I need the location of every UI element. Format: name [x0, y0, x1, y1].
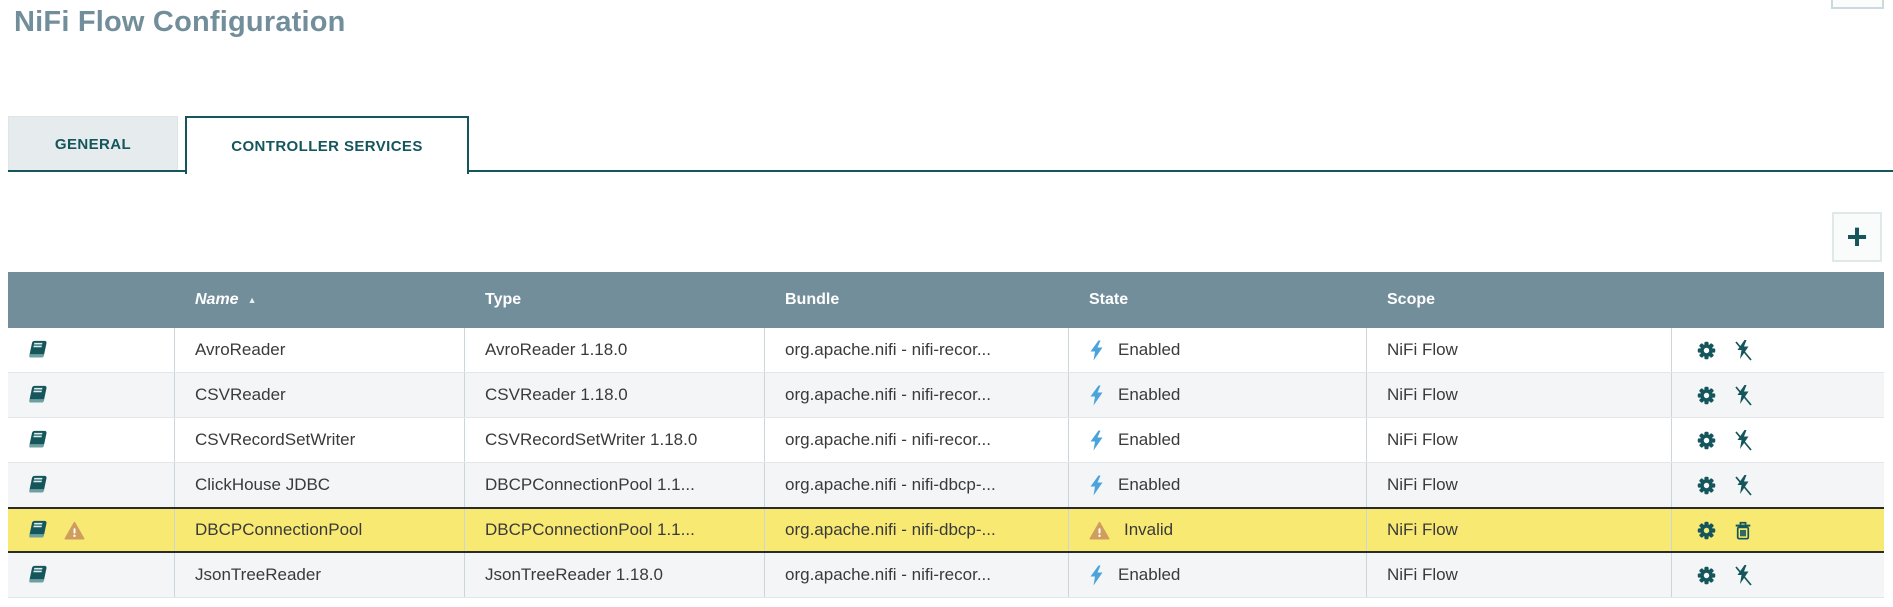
scope-label: NiFi Flow: [1367, 418, 1672, 462]
table-row[interactable]: AvroReader AvroReader 1.18.0 org.apache.…: [8, 328, 1884, 373]
corner-button-fragment[interactable]: [1831, 0, 1884, 9]
table-row[interactable]: JsonTreeReader JsonTreeReader 1.18.0 org…: [8, 553, 1884, 598]
gear-icon: [1696, 385, 1717, 406]
state-label: Enabled: [1118, 340, 1181, 359]
gear-icon: [1696, 475, 1717, 496]
disable-button[interactable]: [1733, 384, 1753, 406]
configure-button[interactable]: [1696, 520, 1717, 541]
scope-label: NiFi Flow: [1367, 509, 1672, 551]
state-label: Enabled: [1118, 565, 1181, 584]
warning-triangle-icon: [64, 521, 85, 540]
state-label: Enabled: [1118, 475, 1181, 494]
column-header-actions: [1672, 272, 1884, 328]
column-header-state[interactable]: State: [1089, 291, 1129, 308]
tab-general[interactable]: GENERAL: [8, 116, 178, 172]
service-bundle: org.apache.nifi - nifi-recor...: [765, 553, 1069, 597]
state-label: Invalid: [1124, 520, 1174, 539]
column-header-name[interactable]: Name ▲: [195, 291, 257, 308]
table-row[interactable]: ClickHouse JDBC DBCPConnectionPool 1.1..…: [8, 463, 1884, 508]
book-icon: [28, 520, 50, 540]
gear-icon: [1696, 340, 1717, 361]
bolt-slash-icon: [1733, 339, 1753, 361]
service-bundle: org.apache.nifi - nifi-recor...: [765, 418, 1069, 462]
column-header-bundle[interactable]: Bundle: [785, 291, 840, 308]
controller-services-table: Name ▲ Type Bundle State Scope AvroReade…: [8, 272, 1884, 598]
scope-label: NiFi Flow: [1367, 328, 1672, 372]
tab-controller-services[interactable]: CONTROLLER SERVICES: [185, 116, 469, 174]
book-icon: [28, 340, 50, 360]
service-type: AvroReader 1.18.0: [465, 328, 765, 372]
configure-button[interactable]: [1696, 565, 1717, 586]
service-type: CSVReader 1.18.0: [465, 373, 765, 417]
bolt-icon: [1089, 340, 1104, 361]
sort-ascending-icon: ▲: [247, 295, 257, 305]
table-header-row: Name ▲ Type Bundle State Scope: [8, 272, 1884, 328]
tab-bar: GENERAL CONTROLLER SERVICES: [8, 116, 1893, 174]
bolt-slash-icon: [1733, 564, 1753, 586]
book-icon: [28, 385, 50, 405]
service-name: ClickHouse JDBC: [175, 463, 465, 507]
configure-button[interactable]: [1696, 475, 1717, 496]
page-title: NiFi Flow Configuration: [14, 6, 346, 38]
service-type: DBCPConnectionPool 1.1...: [465, 463, 765, 507]
column-header-icon: [8, 272, 175, 328]
service-bundle: org.apache.nifi - nifi-dbcp-...: [765, 463, 1069, 507]
bolt-icon: [1089, 475, 1104, 496]
table-row[interactable]: CSVReader CSVReader 1.18.0 org.apache.ni…: [8, 373, 1884, 418]
disable-button[interactable]: [1733, 339, 1753, 361]
column-header-type[interactable]: Type: [485, 291, 522, 308]
table-row[interactable]: CSVRecordSetWriter CSVRecordSetWriter 1.…: [8, 418, 1884, 463]
service-bundle: org.apache.nifi - nifi-recor...: [765, 373, 1069, 417]
service-name: JsonTreeReader: [175, 553, 465, 597]
scope-label: NiFi Flow: [1367, 373, 1672, 417]
trash-icon: [1733, 520, 1753, 541]
bolt-icon: [1089, 430, 1104, 451]
bolt-slash-icon: [1733, 384, 1753, 406]
warning-triangle-icon: [1089, 521, 1110, 540]
bolt-slash-icon: [1733, 429, 1753, 451]
configure-button[interactable]: [1696, 430, 1717, 451]
bolt-slash-icon: [1733, 474, 1753, 496]
disable-button[interactable]: [1733, 429, 1753, 451]
book-icon: [28, 475, 50, 495]
service-name: AvroReader: [175, 328, 465, 372]
gear-icon: [1696, 520, 1717, 541]
service-bundle: org.apache.nifi - nifi-recor...: [765, 328, 1069, 372]
service-name: CSVRecordSetWriter: [175, 418, 465, 462]
book-icon: [28, 565, 50, 585]
table-row-selected[interactable]: DBCPConnectionPool DBCPConnectionPool 1.…: [8, 507, 1884, 553]
scope-label: NiFi Flow: [1367, 463, 1672, 507]
service-type: DBCPConnectionPool 1.1...: [465, 509, 765, 551]
service-name: CSVReader: [175, 373, 465, 417]
gear-icon: [1696, 430, 1717, 451]
gear-icon: [1696, 565, 1717, 586]
service-bundle: org.apache.nifi - nifi-dbcp-...: [765, 509, 1069, 551]
delete-button[interactable]: [1733, 520, 1753, 541]
service-name: DBCPConnectionPool: [175, 509, 465, 551]
disable-button[interactable]: [1733, 564, 1753, 586]
service-type: CSVRecordSetWriter 1.18.0: [465, 418, 765, 462]
bolt-icon: [1089, 565, 1104, 586]
state-label: Enabled: [1118, 385, 1181, 404]
scope-label: NiFi Flow: [1367, 553, 1672, 597]
book-icon: [28, 430, 50, 450]
state-label: Enabled: [1118, 430, 1181, 449]
service-type: JsonTreeReader 1.18.0: [465, 553, 765, 597]
bolt-icon: [1089, 385, 1104, 406]
disable-button[interactable]: [1733, 474, 1753, 496]
configure-button[interactable]: [1696, 340, 1717, 361]
column-header-scope[interactable]: Scope: [1387, 291, 1436, 308]
configure-button[interactable]: [1696, 385, 1717, 406]
add-controller-service-button[interactable]: +: [1832, 212, 1882, 262]
